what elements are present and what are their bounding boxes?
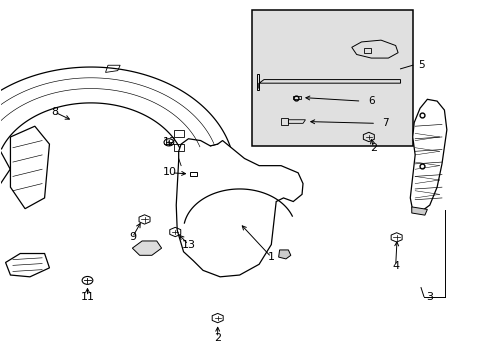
Text: 4: 4: [391, 261, 398, 271]
Polygon shape: [409, 99, 446, 212]
Polygon shape: [0, 67, 232, 155]
Text: 3: 3: [426, 292, 432, 302]
Text: 9: 9: [128, 232, 136, 242]
Polygon shape: [5, 253, 49, 277]
Polygon shape: [0, 151, 10, 230]
Text: 2: 2: [369, 143, 377, 153]
Text: 12: 12: [163, 138, 177, 147]
Text: 1: 1: [267, 252, 274, 262]
Text: 11: 11: [81, 292, 94, 302]
Polygon shape: [411, 207, 427, 215]
Polygon shape: [132, 241, 161, 255]
Polygon shape: [176, 139, 303, 277]
Polygon shape: [278, 250, 290, 259]
Text: 5: 5: [417, 60, 424, 70]
Text: 13: 13: [181, 239, 195, 249]
Text: 7: 7: [382, 118, 388, 128]
Text: 2: 2: [214, 333, 221, 343]
Text: 6: 6: [367, 96, 374, 106]
Bar: [251, 10, 412, 146]
Text: 8: 8: [51, 107, 58, 117]
Text: 10: 10: [163, 167, 177, 177]
Polygon shape: [10, 126, 49, 209]
